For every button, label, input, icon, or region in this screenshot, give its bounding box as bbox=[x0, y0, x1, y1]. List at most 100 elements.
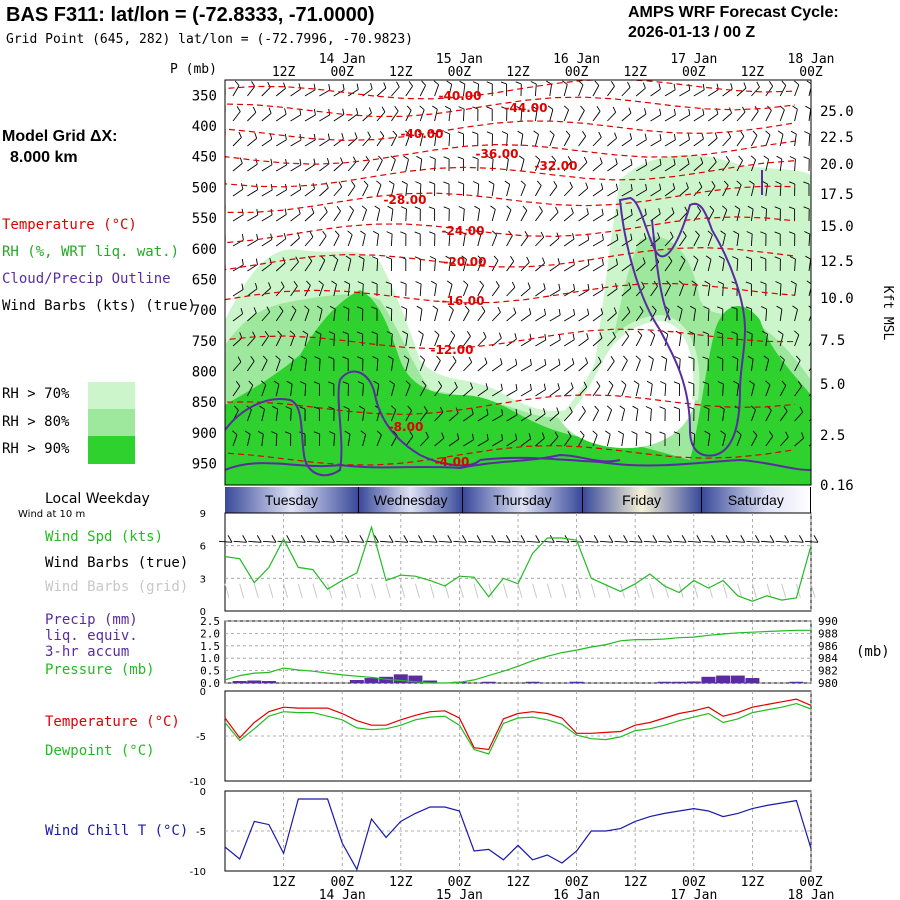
rh70-swatch bbox=[88, 382, 135, 409]
wind-barb-flag bbox=[432, 105, 438, 110]
precip-bar bbox=[672, 681, 687, 683]
wind-barb-staff bbox=[635, 87, 646, 97]
wind-barb-staff bbox=[607, 214, 619, 222]
wind-barb-flag bbox=[379, 130, 385, 137]
wind-barb-flag bbox=[626, 306, 631, 313]
wind-barb-staff bbox=[779, 334, 784, 347]
wind-barb-flag bbox=[551, 155, 556, 161]
wind-barb-staff bbox=[765, 85, 774, 97]
wind-barb-flag bbox=[803, 181, 810, 185]
wind-barb-staff bbox=[405, 159, 409, 172]
true-wind-barb bbox=[468, 540, 482, 543]
wind-barb-flag bbox=[266, 306, 271, 313]
legend-temperature: Temperature (°C) bbox=[2, 217, 137, 233]
wind-barb-flag bbox=[511, 281, 516, 288]
wind-barb-staff bbox=[621, 384, 627, 397]
wind-barb-flag bbox=[487, 156, 494, 160]
wind-barb-flag bbox=[733, 230, 739, 235]
wind-barb-staff bbox=[477, 209, 481, 222]
wind-barb-staff bbox=[318, 334, 322, 347]
wind-barb-flag bbox=[761, 180, 768, 185]
wind-barb-flag bbox=[314, 356, 321, 360]
cross-section-panel: -40.00 -44.00 -40.00 -36.00 -32.00 -28.00 -24.… bbox=[192, 79, 895, 494]
wind-barb-staff bbox=[707, 308, 710, 322]
wind-barb-flag bbox=[331, 280, 337, 285]
bottom-time-label: 00Z bbox=[682, 875, 706, 890]
wind-barb-staff bbox=[736, 209, 741, 222]
wind-barb-staff bbox=[275, 359, 281, 372]
wind-barb-staff bbox=[520, 134, 524, 147]
true-wind-barb bbox=[790, 540, 804, 543]
wind-barb-flag bbox=[731, 306, 738, 310]
cloud-outline-3 bbox=[618, 196, 747, 457]
true-wind-barb bbox=[453, 540, 467, 543]
wind-barb-flag bbox=[619, 405, 625, 410]
wind-barb-flag bbox=[779, 105, 785, 111]
true-wind-barb bbox=[629, 540, 643, 543]
wind-barb-staff bbox=[261, 164, 273, 172]
wind-barb-flag bbox=[687, 158, 690, 165]
rh80-swatch bbox=[88, 409, 135, 436]
true-wind-barb bbox=[761, 540, 775, 543]
wind-barb-staff bbox=[664, 164, 676, 172]
height-tick-label: 12.5 bbox=[820, 254, 854, 270]
pressure-tick-label: 980 bbox=[818, 677, 838, 690]
top-time-label: 00Z bbox=[448, 65, 472, 80]
wind-barb-flag bbox=[697, 205, 702, 212]
wind-barb-flag bbox=[645, 431, 651, 435]
grid-wind-barb bbox=[356, 583, 362, 598]
wind-barb-flag bbox=[401, 306, 407, 310]
wind-barb-staff bbox=[794, 411, 804, 422]
wind-barb-staff bbox=[635, 384, 640, 397]
wind-barb-staff bbox=[592, 289, 604, 297]
wind-barb-flag bbox=[558, 358, 561, 365]
true-wind-barb-flag bbox=[608, 535, 614, 543]
wind-barb-staff bbox=[304, 212, 315, 222]
wind-barb-flag bbox=[695, 230, 700, 236]
temperature-contour-label: -4.00 bbox=[435, 455, 470, 469]
grid-wind-barb bbox=[707, 583, 713, 598]
wind-barb-flag bbox=[241, 283, 244, 290]
wind-barb-staff bbox=[247, 336, 256, 347]
temperature-contour-label: -16.00 bbox=[442, 294, 485, 308]
temperature-contour-label: -24.00 bbox=[442, 224, 485, 238]
wind-barb-flag bbox=[781, 380, 787, 386]
wind-barb-staff bbox=[578, 289, 590, 297]
wind-barb-staff bbox=[779, 410, 788, 422]
wind-barb-flag bbox=[687, 133, 690, 140]
wind-barb-staff bbox=[491, 286, 500, 297]
wind-barb-flag bbox=[328, 331, 335, 335]
wind-barb-flag bbox=[473, 181, 479, 185]
precip-bar bbox=[569, 681, 584, 683]
wind-barb-staff bbox=[362, 209, 368, 222]
grid-wind-barb bbox=[473, 583, 479, 598]
grid-wind-barb bbox=[371, 583, 376, 598]
wind-barb-staff bbox=[693, 284, 698, 297]
true-wind-barb-flag bbox=[476, 535, 482, 543]
wind-barb-flag bbox=[415, 281, 422, 285]
wind-barb-staff bbox=[549, 388, 560, 397]
wind-barb-staff bbox=[578, 110, 585, 122]
wind-barb-staff bbox=[247, 189, 258, 197]
height-tick-label: 20.0 bbox=[820, 157, 854, 173]
wind-barb-flag bbox=[538, 206, 543, 212]
wind-barb-staff bbox=[232, 214, 244, 222]
wind-barb-flag bbox=[309, 231, 314, 238]
wind-barb-flag bbox=[520, 180, 526, 186]
wind-barb-flag bbox=[501, 433, 504, 440]
wind-barb-flag bbox=[239, 332, 243, 339]
grid-wind-barb bbox=[605, 583, 611, 598]
wind-barb-staff bbox=[607, 385, 614, 397]
wind-barb-flag bbox=[299, 158, 302, 165]
wind-barb-staff bbox=[232, 137, 242, 147]
wind-barb-staff bbox=[347, 434, 351, 447]
wind-barb-flag bbox=[587, 308, 590, 315]
wind-barb-flag bbox=[444, 131, 450, 135]
temperature-contour-label: -28.00 bbox=[384, 193, 427, 207]
wind-barb-flag bbox=[659, 134, 662, 141]
wind-barb-staff bbox=[679, 235, 687, 247]
wind-barb-staff bbox=[779, 385, 787, 397]
wind-barb-staff bbox=[549, 314, 561, 322]
grid-wind-barb bbox=[224, 583, 230, 598]
wind-barb-staff bbox=[261, 311, 271, 322]
